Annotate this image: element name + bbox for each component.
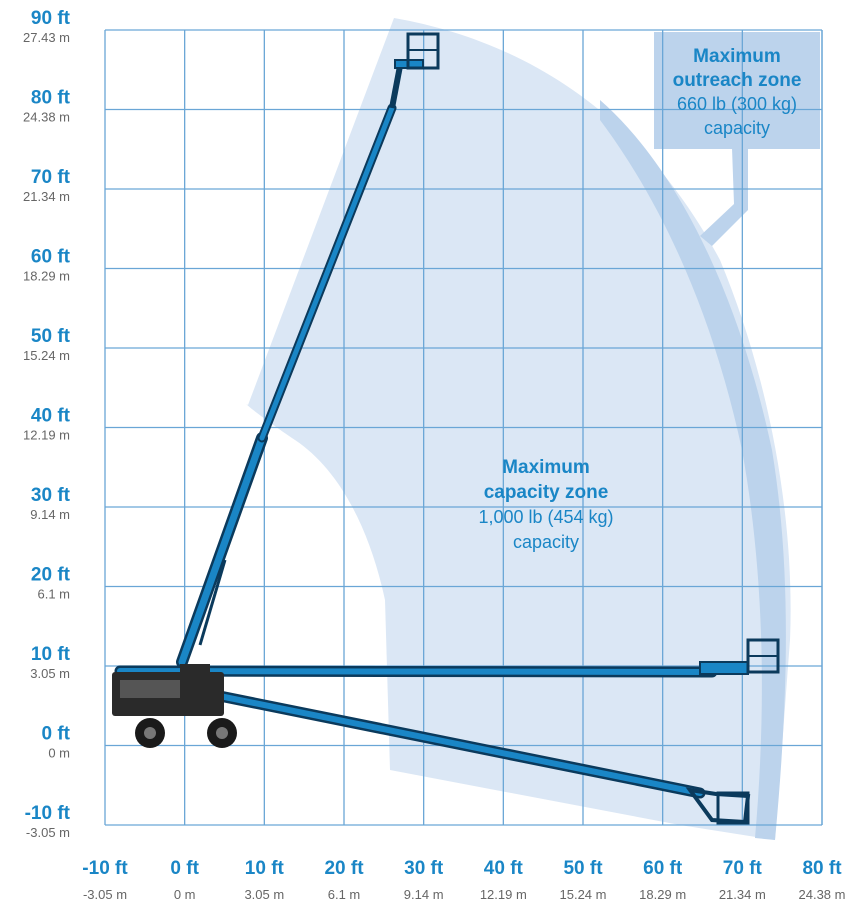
y-tick-m-4: 15.24 m	[23, 348, 70, 363]
y-tick-ft-8: 10 ft	[31, 644, 71, 665]
x-tick-m-1: 0 m	[174, 887, 196, 902]
boom-below-grade	[184, 684, 751, 825]
x-tick-ft-3: 20 ft	[324, 858, 364, 879]
capacity-zone	[246, 18, 791, 840]
y-tick-ft-2: 70 ft	[31, 167, 71, 188]
y-tick-ft-4: 50 ft	[31, 326, 71, 347]
y-tick-m-2: 21.34 m	[23, 189, 70, 204]
outreach-zone	[600, 100, 786, 840]
outreach-zone-label: Maximum outreach zone 660 lb (300 kg) ca…	[673, 46, 802, 138]
capacity-zone-title-2: capacity zone	[484, 482, 609, 503]
x-tick-ft-9: 80 ft	[802, 858, 842, 879]
x-tick-m-9: 24.38 m	[799, 887, 846, 902]
y-tick-m-5: 12.19 m	[23, 428, 70, 443]
y-tick-m-8: 3.05 m	[30, 666, 70, 681]
y-tick-m-6: 9.14 m	[30, 507, 70, 522]
x-tick-m-4: 9.14 m	[404, 887, 444, 902]
outreach-zone-capacity: 660 lb (300 kg)	[677, 94, 797, 114]
capacity-zone-title-1: Maximum	[502, 457, 590, 478]
x-tick-ft-8: 70 ft	[723, 858, 763, 879]
platform-max-outreach	[699, 638, 780, 675]
x-tick-ft-4: 30 ft	[404, 858, 444, 879]
x-tick-ft-2: 10 ft	[245, 858, 285, 879]
x-tick-m-0: -3.05 m	[83, 887, 127, 902]
x-tick-m-7: 18.29 m	[639, 887, 686, 902]
y-tick-m-9: 0 m	[48, 746, 70, 761]
y-tick-m-1: 24.38 m	[23, 110, 70, 125]
x-tick-m-8: 21.34 m	[719, 887, 766, 902]
y-tick-m-0: 27.43 m	[23, 30, 70, 45]
y-tick-ft-10: -10 ft	[25, 803, 71, 824]
boom-max-outreach	[114, 638, 780, 678]
y-tick-m-10: -3.05 m	[26, 825, 70, 840]
y-tick-m-7: 6.1 m	[37, 587, 70, 602]
x-tick-ft-0: -10 ft	[82, 858, 128, 879]
outreach-callout-pointer	[700, 148, 748, 246]
y-tick-ft-3: 60 ft	[31, 247, 71, 268]
capacity-zone-capacity: 1,000 lb (454 kg)	[478, 507, 613, 527]
y-tick-ft-7: 20 ft	[31, 565, 71, 586]
y-tick-ft-0: 90 ft	[31, 8, 71, 29]
x-tick-m-2: 3.05 m	[244, 887, 284, 902]
x-tick-ft-1: 0 ft	[170, 858, 199, 879]
machine-chassis	[112, 664, 237, 748]
x-axis-labels: -10 ft -3.05 m 0 ft 0 m 10 ft 3.05 m 20 ft 6.1 …	[82, 858, 845, 902]
x-tick-ft-5: 40 ft	[484, 858, 524, 879]
y-tick-ft-1: 80 ft	[31, 88, 71, 109]
boom-max-height	[176, 32, 440, 668]
y-tick-m-3: 18.29 m	[23, 269, 70, 284]
y-tick-ft-9: 0 ft	[42, 724, 71, 745]
platform-max-height	[394, 32, 440, 70]
x-tick-m-5: 12.19 m	[480, 887, 527, 902]
outreach-zone-capacity-word: capacity	[704, 118, 770, 138]
capacity-zone-capacity-word: capacity	[513, 532, 579, 552]
outreach-zone-title-2: outreach zone	[673, 70, 802, 91]
y-tick-ft-6: 30 ft	[31, 485, 71, 506]
capacity-zone-label: Maximum capacity zone 1,000 lb (454 kg) …	[478, 457, 613, 552]
x-tick-m-3: 6.1 m	[328, 887, 361, 902]
outreach-callout-box	[654, 32, 820, 149]
platform-below-grade	[685, 787, 751, 825]
x-tick-ft-6: 50 ft	[563, 858, 603, 879]
outreach-zone-title-1: Maximum	[693, 46, 781, 67]
y-tick-ft-5: 40 ft	[31, 406, 71, 427]
x-tick-m-6: 15.24 m	[560, 887, 607, 902]
x-tick-ft-7: 60 ft	[643, 858, 683, 879]
